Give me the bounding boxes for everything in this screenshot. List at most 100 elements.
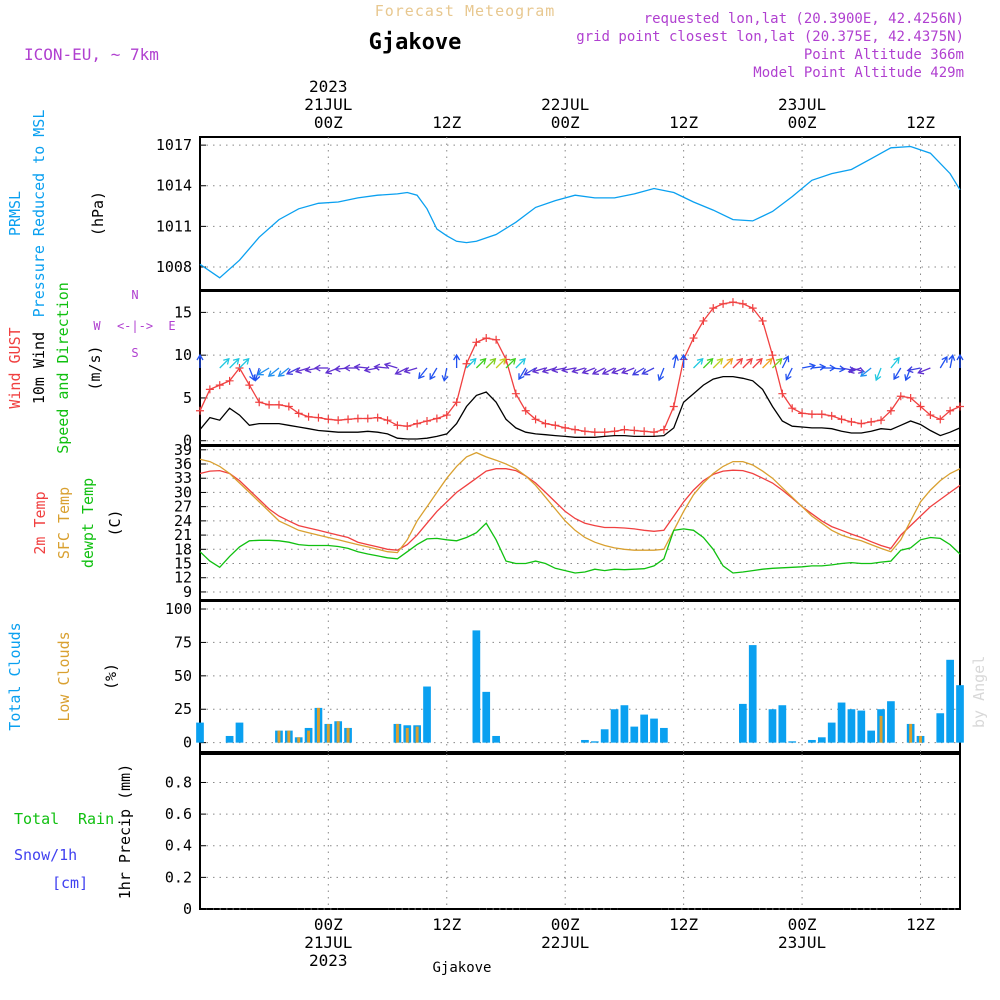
y-tick-label: 39 bbox=[174, 441, 192, 459]
wind-arrow-shaft bbox=[466, 358, 477, 369]
wind-arrow-icon bbox=[403, 366, 418, 374]
wind-arrow-icon bbox=[294, 366, 309, 374]
total-cloud-bar bbox=[650, 718, 658, 743]
gust-marker bbox=[926, 411, 935, 420]
wind-arrow-shaft bbox=[851, 367, 865, 373]
wind-arrow-shaft bbox=[278, 367, 290, 377]
wind-arrow-icon bbox=[831, 365, 846, 373]
wind-arrow-shaft bbox=[443, 367, 448, 381]
wind-arrow-shaft bbox=[295, 367, 309, 373]
wind-arrow-icon bbox=[893, 367, 902, 381]
gust-marker bbox=[778, 389, 787, 398]
wind-arrow-icon bbox=[906, 366, 921, 374]
y-tick-label: 24 bbox=[174, 512, 192, 530]
wind-arrow-icon bbox=[874, 367, 882, 382]
wind-arrow-head bbox=[343, 364, 351, 372]
gust-marker bbox=[630, 426, 639, 435]
gust-marker bbox=[462, 359, 471, 368]
gust-marker bbox=[353, 414, 362, 423]
wind-arrow-shaft bbox=[612, 367, 625, 374]
y-tick-label: 0.8 bbox=[165, 773, 192, 791]
gust-marker bbox=[393, 421, 402, 430]
precip-legend-label: Rain bbox=[78, 810, 114, 828]
total-cloud-bar bbox=[492, 735, 500, 743]
time-axis-label: 00Z bbox=[314, 113, 343, 132]
model-label: ICON-EU, ~ 7km bbox=[24, 45, 159, 64]
wind-arrow-icon bbox=[196, 353, 204, 368]
wind-arrow-icon bbox=[732, 357, 744, 369]
gust-marker bbox=[265, 400, 274, 409]
wind-arrow-shaft bbox=[286, 367, 299, 375]
gust-marker bbox=[324, 415, 333, 424]
gust-marker bbox=[709, 304, 718, 313]
gust-marker bbox=[511, 389, 520, 398]
wind-arrow-head bbox=[641, 368, 649, 375]
time-axis-label: 00Z bbox=[788, 915, 817, 934]
wind-arrow-head bbox=[561, 366, 569, 374]
wind-arrow-icon bbox=[772, 357, 783, 369]
gust-marker bbox=[423, 417, 432, 426]
wind-arrow-head bbox=[441, 375, 449, 382]
total-cloud-bar bbox=[620, 705, 629, 743]
wind-arrow-head bbox=[611, 367, 619, 375]
time-axis-label: 12Z bbox=[906, 915, 935, 934]
chart-panels: 1008 1011 1014 1017 PRMSL Pressure Reduced to… bbox=[6, 110, 964, 918]
gust-marker bbox=[304, 412, 313, 421]
gust-marker bbox=[807, 410, 816, 419]
gust-marker bbox=[284, 402, 293, 411]
y-axis-label: Speed and Direction bbox=[54, 282, 72, 454]
wind-arrow-icon bbox=[702, 357, 714, 369]
gust-marker bbox=[689, 334, 698, 343]
wind-arrow-head bbox=[256, 369, 264, 376]
wind-arrow-head bbox=[809, 362, 817, 370]
wind-arrow-icon bbox=[219, 357, 230, 369]
wind-arrow-shaft bbox=[702, 358, 714, 369]
wind-arrow-icon bbox=[551, 366, 566, 374]
y-axis-label: 2m Temp bbox=[31, 491, 49, 554]
wind-arrow-head bbox=[294, 366, 302, 374]
y-tick-label: 50 bbox=[174, 667, 192, 685]
wind-arrow-head bbox=[601, 368, 609, 375]
y-axis-label: Wind GUST bbox=[6, 327, 24, 408]
compass-glyph: <-|-> bbox=[117, 319, 153, 333]
wind-arrow-shaft bbox=[572, 367, 586, 373]
gust-marker bbox=[403, 422, 412, 431]
wind-arrow-icon bbox=[742, 357, 753, 369]
wind-arrow-head bbox=[519, 357, 526, 365]
total-cloud-bar bbox=[423, 686, 431, 743]
gust-marker bbox=[432, 414, 441, 423]
y-tick-label: 18 bbox=[174, 540, 192, 558]
wind-arrow-icon bbox=[591, 367, 605, 375]
wind-arrow-head bbox=[541, 366, 549, 374]
wind-arrow-icon bbox=[475, 357, 487, 369]
y-tick-label: 1011 bbox=[156, 217, 192, 235]
y-axis-label: 1hr Precip (mm) bbox=[116, 764, 134, 899]
total-cloud-bar bbox=[778, 705, 787, 743]
wind-arrow-head bbox=[403, 366, 411, 374]
wind-arrow-icon bbox=[394, 367, 408, 375]
wind-arrow-head bbox=[223, 357, 230, 365]
wind-arrow-head bbox=[253, 374, 261, 382]
wind-arrow-shaft bbox=[907, 367, 921, 372]
y-tick-label: 10 bbox=[174, 346, 192, 364]
gust-marker bbox=[768, 351, 777, 360]
low-cloud-bar bbox=[909, 723, 913, 743]
wind-arrow-head bbox=[383, 362, 391, 370]
wind-arrow-shaft bbox=[404, 367, 418, 373]
gust-marker bbox=[561, 423, 570, 432]
gust-line bbox=[199, 301, 961, 433]
y-tick-label: 1014 bbox=[156, 177, 192, 195]
y-tick-label: 5 bbox=[183, 389, 192, 407]
total-cloud-bar bbox=[610, 709, 619, 743]
gust-marker bbox=[215, 381, 224, 390]
total-cloud-bar bbox=[946, 659, 954, 743]
compass-west: W bbox=[93, 319, 101, 333]
total-cloud-bar bbox=[235, 722, 244, 743]
point-altitude: Point Altitude 366m bbox=[804, 47, 964, 63]
y-tick-label: 1017 bbox=[156, 136, 192, 154]
gust-marker bbox=[196, 406, 204, 415]
gust-marker bbox=[640, 427, 649, 436]
y-tick-label: 27 bbox=[174, 498, 192, 516]
